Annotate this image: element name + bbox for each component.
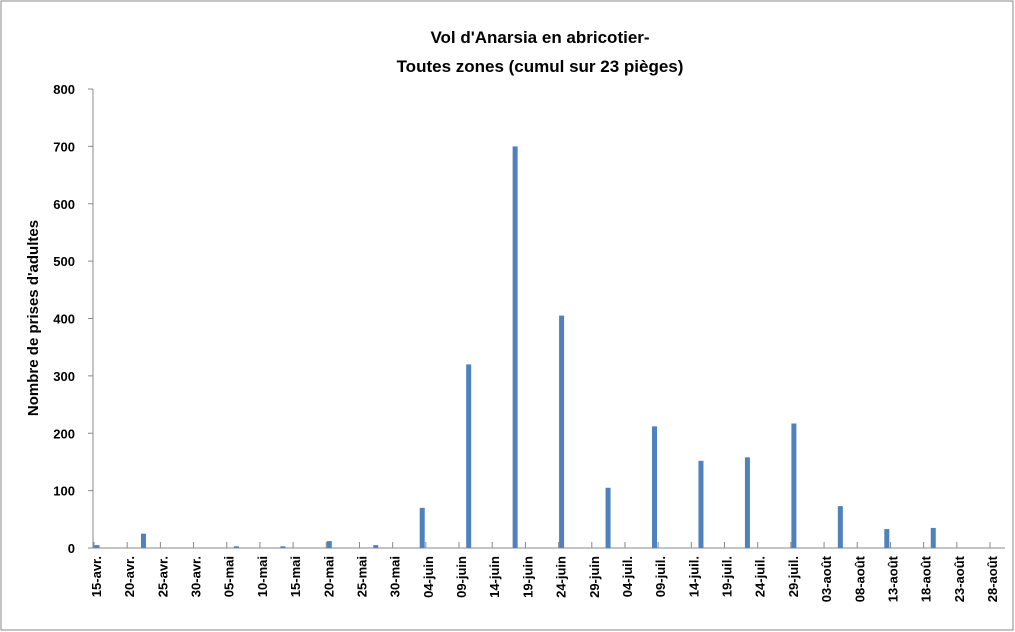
x-tick-label: 05-mai <box>222 556 237 597</box>
y-tick-label: 300 <box>53 369 75 384</box>
x-tick-label: 25-avr. <box>155 556 170 597</box>
x-tick-label: 29-juil. <box>786 556 801 597</box>
bar <box>233 546 239 548</box>
x-tick-label: 04-juil. <box>620 556 635 597</box>
bar <box>140 533 146 548</box>
x-tick-label: 10-mai <box>255 556 270 597</box>
chart-title: Toutes zones (cumul sur 23 pièges) <box>397 57 684 76</box>
x-tick-label: 19-juil. <box>720 556 735 597</box>
bar <box>559 315 565 548</box>
y-tick-label: 600 <box>53 197 75 212</box>
x-tick-label: 08-août <box>852 555 867 602</box>
y-tick-label: 100 <box>53 484 75 499</box>
x-tick-label: 28-août <box>985 555 1000 602</box>
x-tick-label: 14-juin <box>487 556 502 598</box>
y-tick-label: 500 <box>53 254 75 269</box>
bar <box>744 457 750 548</box>
bar <box>466 364 472 548</box>
chart-title: Vol d'Anarsia en abricotier- <box>430 28 649 47</box>
bar <box>512 146 518 548</box>
x-tick-label: 29-juin <box>587 556 602 598</box>
x-tick-label: 13-août <box>885 555 900 602</box>
bar <box>791 423 797 548</box>
bar <box>652 426 658 548</box>
bar <box>698 460 704 548</box>
x-tick-label: 30-mai <box>388 556 403 597</box>
y-axis-label: Nombre de prises d'adultes <box>25 220 42 416</box>
bar <box>373 545 379 548</box>
x-tick-label: 30-avr. <box>189 556 204 597</box>
y-tick-label: 200 <box>53 426 75 441</box>
x-tick-label: 09-juil. <box>653 556 668 597</box>
x-tick-label: 25-mai <box>354 556 369 597</box>
bar <box>280 546 286 548</box>
bar <box>837 506 843 548</box>
bar <box>605 487 611 548</box>
x-tick-label: 20-avr. <box>122 556 137 597</box>
x-tick-label: 15-avr. <box>89 556 104 597</box>
bar <box>884 529 890 548</box>
x-tick-label: 09-juin <box>454 556 469 598</box>
y-tick-label: 800 <box>53 82 75 97</box>
x-tick-label: 23-août <box>952 555 967 602</box>
x-tick-label: 19-juin <box>520 556 535 598</box>
y-tick-label: 700 <box>53 139 75 154</box>
x-tick-label: 03-août <box>819 555 834 602</box>
bar <box>94 545 100 548</box>
bar <box>930 527 936 548</box>
y-tick-label: 400 <box>53 312 75 327</box>
x-tick-label: 14-juil. <box>686 556 701 597</box>
x-tick-label: 20-mai <box>321 556 336 597</box>
x-tick-label: 18-août <box>919 555 934 602</box>
x-tick-label: 04-juin <box>421 556 436 598</box>
bar <box>326 541 332 548</box>
x-tick-label: 15-mai <box>288 556 303 597</box>
x-tick-label: 24-juin <box>554 556 569 598</box>
bar <box>419 507 425 548</box>
x-tick-label: 24-juil. <box>753 556 768 597</box>
y-tick-label: 0 <box>68 541 75 556</box>
